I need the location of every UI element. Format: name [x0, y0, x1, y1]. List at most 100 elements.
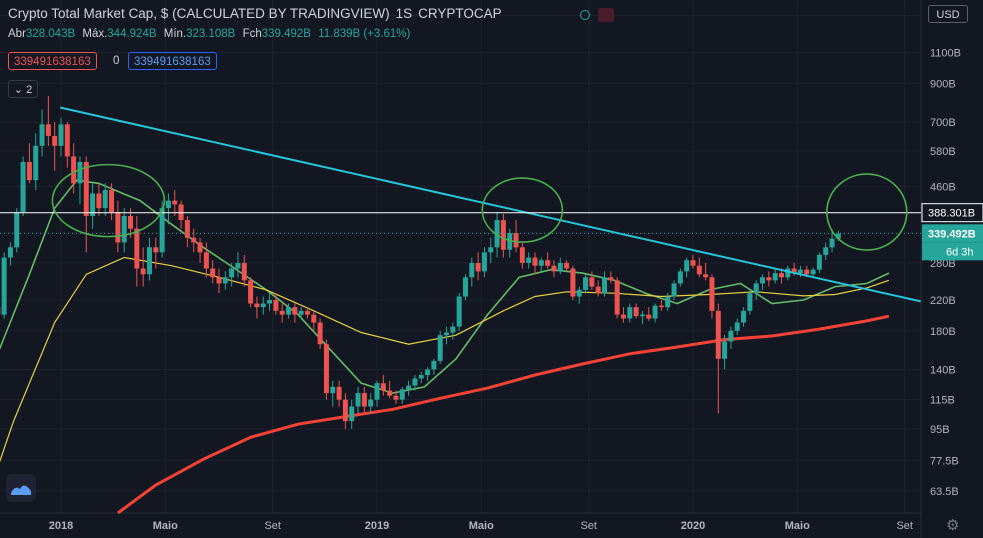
tradingview-logo-icon[interactable] [6, 474, 36, 502]
candle-body [772, 273, 778, 281]
candle-body [20, 162, 26, 213]
candle-body [71, 156, 77, 184]
candle-body [608, 277, 614, 281]
sell-price-button[interactable]: 339491638163 [8, 52, 97, 70]
chart-title: Crypto Total Market Cap, $ (CALCULATED B… [8, 6, 508, 21]
candle-body [14, 212, 20, 248]
candle-body [785, 268, 791, 278]
candle-body [311, 314, 317, 323]
candle-body [734, 322, 740, 331]
change-value: 11.839B (+3.61%) [318, 28, 411, 40]
legend-toggle-button[interactable]: ⌄ 2 [8, 80, 38, 98]
candle-body [229, 268, 235, 278]
candle-body [203, 252, 209, 269]
candle-body [450, 326, 456, 333]
candle-body [109, 190, 115, 213]
candle-body [121, 216, 127, 243]
candle-body [526, 257, 532, 263]
candle-body [102, 190, 108, 209]
candle-body [545, 260, 551, 266]
last-price-box [922, 224, 983, 243]
candle-body [715, 310, 721, 359]
x-tick-label: Set [264, 520, 281, 532]
high-value: 344.924B [107, 28, 157, 40]
x-tick-label: Maio [469, 520, 494, 532]
candle-body [406, 385, 412, 390]
candle-body [418, 375, 424, 379]
symbol-title[interactable]: Crypto Total Market Cap, $ (CALCULATED B… [8, 6, 390, 21]
candle-body [583, 277, 589, 290]
candle-body [835, 233, 841, 239]
candle-body [336, 386, 342, 400]
candle-body [425, 369, 431, 376]
candle-body [564, 262, 570, 269]
candle-body [361, 393, 367, 407]
interval-label[interactable]: 1S [395, 6, 413, 21]
y-tick-label: 180B [930, 326, 956, 338]
candle-body [172, 200, 178, 205]
candle-body [153, 247, 159, 253]
candle-body [197, 242, 203, 253]
candle-body [437, 335, 443, 361]
y-tick-label: 63.5B [930, 486, 959, 498]
status-indicators [580, 8, 616, 22]
x-tick-label: 2019 [365, 520, 389, 532]
exchange-label: CRYPTOCAP [418, 6, 502, 21]
candle-body [45, 124, 51, 136]
y-tick-label: 460B [930, 182, 956, 194]
candle-body [639, 314, 645, 317]
candle-body [595, 286, 601, 294]
ohlc-readout: Abr328.043B Máx.344.924B Mín.323.108B Fc… [8, 28, 414, 40]
candle-body [165, 200, 171, 209]
candle-body [677, 271, 683, 284]
candle-body [816, 254, 822, 270]
candle-body [260, 303, 266, 308]
candle-body [728, 330, 734, 342]
level-price-label: 388.301B [928, 208, 975, 220]
market-status-icon [580, 10, 590, 20]
candle-body [64, 124, 70, 157]
candle-body [557, 262, 563, 272]
candle-body [90, 193, 96, 217]
y-tick-label: 580B [930, 146, 956, 158]
candle-body [115, 212, 121, 243]
candle-body [747, 293, 753, 311]
settings-gear-icon[interactable]: ⚙ [946, 517, 960, 534]
high-label: Máx. [82, 28, 108, 40]
candle-body [500, 220, 506, 250]
candle-body [355, 393, 361, 407]
candle-body [387, 390, 393, 396]
candle-body [469, 262, 475, 278]
data-flag-icon[interactable] [598, 8, 614, 22]
candle-body [823, 247, 829, 255]
candle-body [304, 310, 310, 315]
candle-body [1, 257, 7, 315]
sma_yellow-line [0, 256, 890, 463]
candle-body [652, 305, 658, 319]
candle-body [33, 145, 39, 181]
candle-body [254, 303, 260, 308]
candle-body [267, 299, 273, 304]
candle-body [829, 238, 835, 248]
candle-body [330, 386, 336, 394]
candle-body [481, 252, 487, 272]
candle-body [52, 135, 58, 146]
candle-body [602, 277, 608, 294]
buy-price-button[interactable]: 339491638163 [128, 52, 217, 70]
candle-body [709, 277, 715, 311]
low-value: 323.108B [186, 28, 236, 40]
candle-body [513, 233, 519, 248]
candle-body [140, 268, 146, 275]
candle-body [576, 289, 582, 297]
ma_red-line [117, 314, 890, 515]
x-tick-label: Maio [153, 520, 178, 532]
candle-body [216, 277, 222, 284]
close-value: 339.492B [261, 28, 311, 40]
candle-body [444, 332, 450, 336]
currency-button[interactable]: USD [928, 5, 968, 23]
y-tick-label: 280B [930, 258, 956, 270]
candle-body [684, 260, 690, 272]
trendline [59, 106, 921, 303]
candle-body [671, 283, 677, 297]
